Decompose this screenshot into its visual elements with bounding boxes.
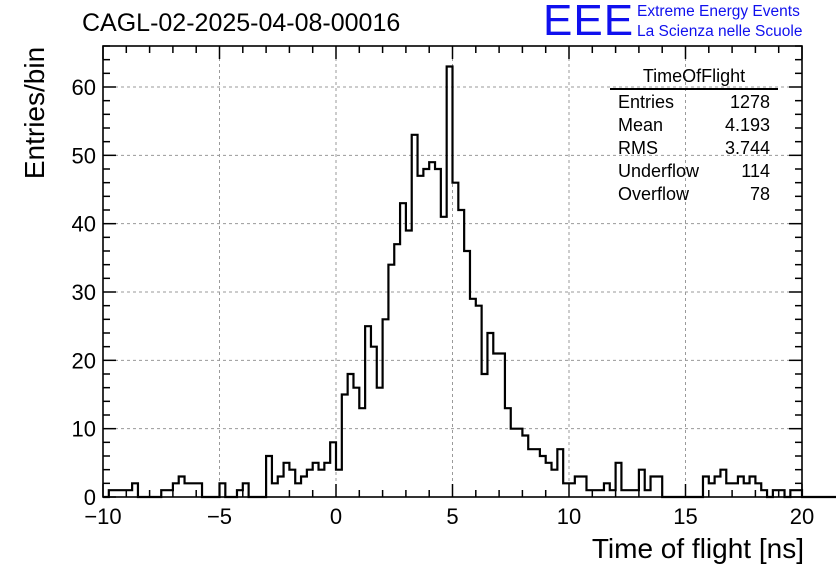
stats-row-underflow: Underflow 114 <box>610 160 778 183</box>
run-title: CAGL-02-2025-04-08-00016 <box>82 9 401 37</box>
stats-box: TimeOfFlight Entries 1278 Mean 4.193 RMS… <box>610 66 778 206</box>
logo-line-1: Extreme Energy Events <box>637 3 800 20</box>
histogram-bar <box>406 231 412 498</box>
histogram-bar <box>482 374 488 497</box>
histogram-outline <box>103 65 836 499</box>
histogram-bar <box>744 483 750 497</box>
y-tick-label: 0 <box>84 485 96 510</box>
y-axis-title: Entries/bin <box>19 46 50 180</box>
y-tick-label: 60 <box>72 75 96 100</box>
x-tick-label: 0 <box>330 504 342 529</box>
histogram-bar <box>429 162 435 497</box>
x-tick-label: −10 <box>84 504 121 529</box>
histogram-bar <box>336 470 342 497</box>
histogram-bar <box>359 408 365 497</box>
y-tick-label: 20 <box>72 348 96 373</box>
histogram-bar <box>435 169 441 497</box>
eee-logo: EEE Extreme Energy Events La Scienza nel… <box>543 0 833 46</box>
stats-row-rms: RMS 3.744 <box>610 137 778 160</box>
histogram-bar <box>732 483 738 497</box>
histogram-bar <box>493 354 499 498</box>
histogram-bar <box>517 429 523 497</box>
stats-label: Underflow <box>618 161 700 181</box>
stats-row-overflow: Overflow 78 <box>610 183 778 206</box>
x-tick-label: 5 <box>446 504 458 529</box>
stats-value: 78 <box>749 184 770 204</box>
x-tick-label: 20 <box>790 504 814 529</box>
histogram-bar <box>470 299 476 497</box>
y-tick-label: 10 <box>72 417 96 442</box>
histogram-bar <box>418 176 424 497</box>
y-tick-label: 30 <box>72 280 96 305</box>
logo-line-2: La Scienza nelle Scuole <box>637 23 803 40</box>
histogram-bar <box>441 217 447 497</box>
histogram-bar <box>511 429 517 497</box>
y-tick-label: 40 <box>72 212 96 237</box>
x-tick-label: −5 <box>207 504 232 529</box>
histogram-bar <box>394 244 400 497</box>
histogram-bar <box>295 483 301 497</box>
histogram-bar <box>458 210 464 497</box>
histogram-bar <box>190 483 196 497</box>
eee-logo-mark: EEE <box>543 0 635 45</box>
histogram-bar <box>552 470 558 497</box>
stats-label: RMS <box>618 138 658 158</box>
histogram-bar <box>569 483 575 497</box>
stats-value: 114 <box>741 161 770 181</box>
histogram-bar <box>319 470 325 497</box>
stats-row-entries: Entries 1278 <box>610 91 778 114</box>
y-tick-label: 50 <box>72 143 96 168</box>
stats-value: 3.744 <box>724 138 770 158</box>
histogram-bar <box>377 388 383 497</box>
stats-label: Overflow <box>618 184 690 204</box>
histogram-bar <box>272 483 278 497</box>
x-axis-title: Time of flight [ns] <box>591 533 804 564</box>
stats-label: Mean <box>618 115 664 135</box>
histogram-bar <box>400 203 406 497</box>
stats-label: Entries <box>618 92 675 112</box>
stats-title: TimeOfFlight <box>610 66 778 90</box>
stats-value: 1278 <box>729 92 770 112</box>
x-tick-label: 10 <box>557 504 581 529</box>
histogram-bar <box>528 449 534 497</box>
stats-row-mean: Mean 4.193 <box>610 114 778 137</box>
histogram-bar <box>423 169 429 497</box>
histogram-bar <box>563 483 569 497</box>
histogram-bar <box>726 483 732 497</box>
x-tick-label: 15 <box>673 504 697 529</box>
stats-value: 4.193 <box>724 115 770 135</box>
plot-frame <box>102 45 803 498</box>
histogram-bar <box>453 183 459 497</box>
histogram-bar <box>185 483 191 497</box>
histogram-bar <box>709 483 715 497</box>
